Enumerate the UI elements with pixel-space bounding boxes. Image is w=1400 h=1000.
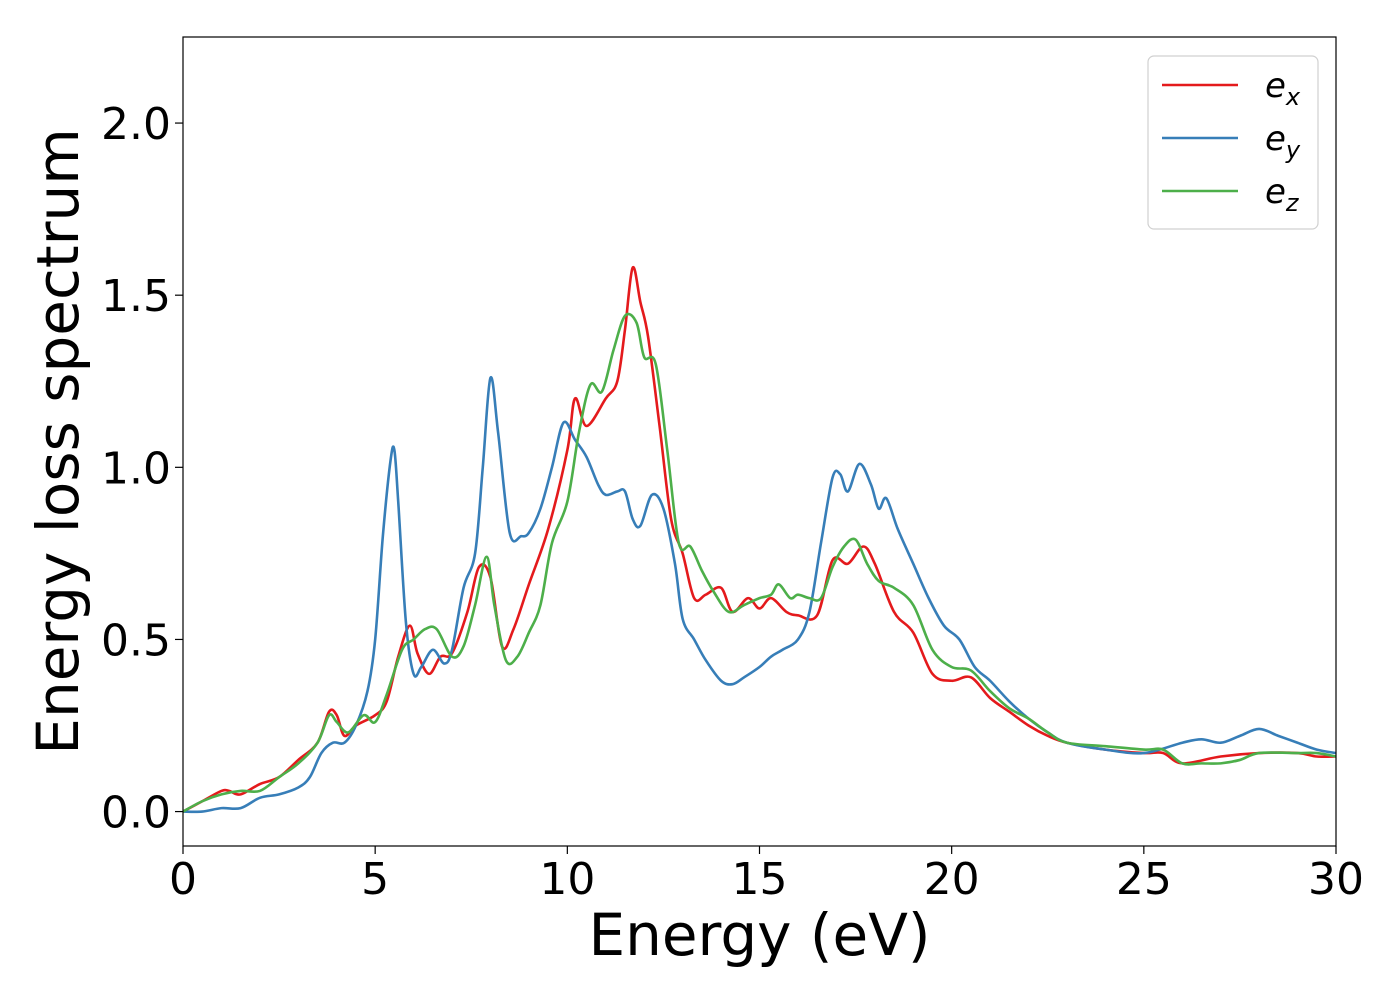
x-tick-label: 10	[539, 854, 595, 905]
x-axis-label: Energy (eV)	[588, 901, 930, 969]
series-line-z	[183, 312, 1336, 813]
y-tick-label: 1.5	[101, 271, 171, 322]
legend-item-z: ez	[1162, 172, 1300, 217]
legend-box	[1147, 55, 1319, 230]
x-tick-label: 0	[169, 854, 197, 905]
legend-label: ez	[1265, 172, 1300, 217]
y-tick-label: 0.0	[101, 788, 171, 839]
legend: ex ey ez	[1147, 55, 1319, 230]
y-axis-label: Energy loss spectrum	[24, 128, 92, 754]
x-tick-label: 25	[1116, 854, 1172, 905]
x-tick-label: 20	[924, 854, 980, 905]
legend-label: ex	[1265, 66, 1301, 111]
x-tick-label: 5	[361, 854, 389, 905]
y-tick-label: 1.0	[101, 443, 171, 494]
y-tick-label: 2.0	[101, 99, 171, 150]
series-layer	[183, 266, 1336, 814]
legend-label: ey	[1265, 119, 1301, 164]
legend-item-x: ex	[1162, 66, 1301, 111]
legend-item-y: ey	[1162, 119, 1301, 164]
x-tick-label: 30	[1308, 854, 1364, 905]
y-tick-label: 0.5	[101, 615, 171, 666]
series-line-y	[183, 376, 1336, 814]
ticks-layer: 0 5 10 15 20 25 30 0.0 0.5 1.0 1.5 2.0	[101, 99, 1364, 905]
x-tick-label: 15	[732, 854, 788, 905]
